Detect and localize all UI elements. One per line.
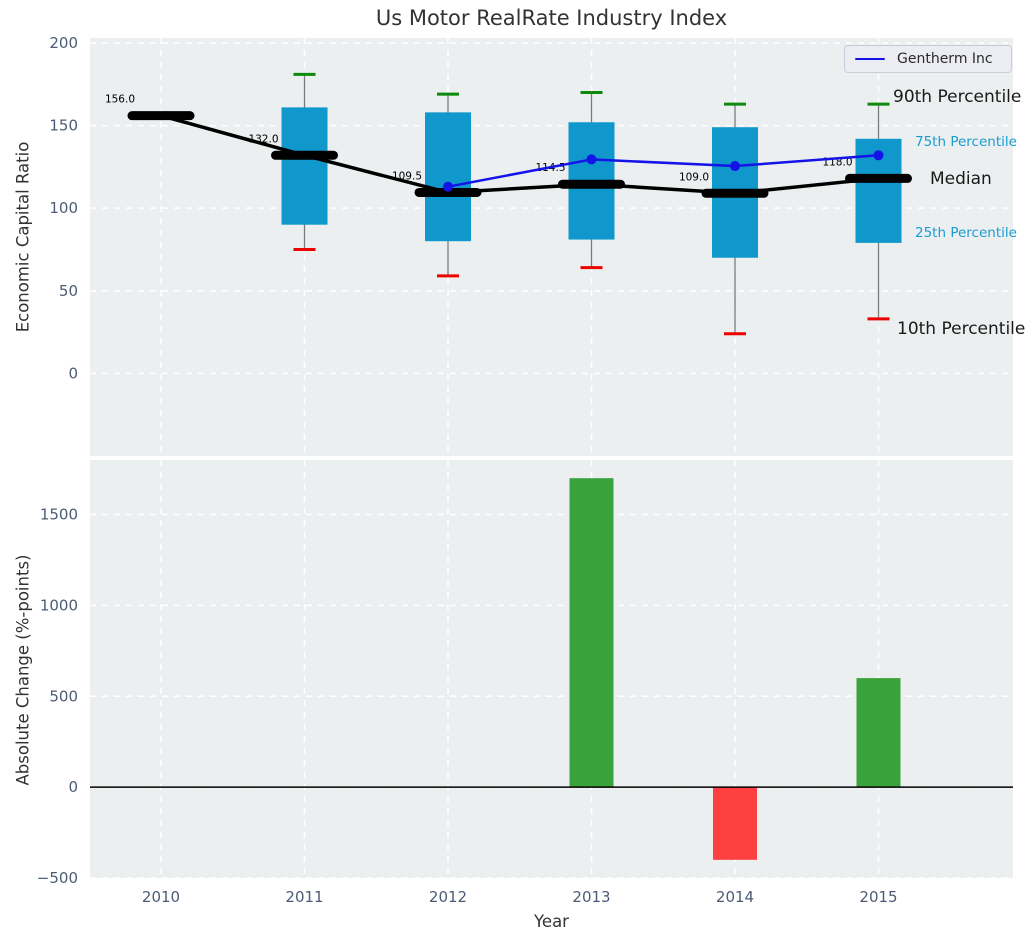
bottom-panel-bg (90, 460, 1013, 878)
top-ytick-150: 150 (49, 117, 78, 135)
change-bar-2015 (856, 678, 901, 788)
bottom-ytick--500: −500 (37, 869, 78, 887)
legend-line-sample (855, 58, 885, 60)
annotation-25th-percentile: 25th Percentile (915, 225, 1017, 241)
gentherm-line (447, 154, 879, 188)
chart-title: Us Motor RealRate Industry Index (375, 6, 728, 30)
gentherm-point-2015 (873, 150, 884, 161)
gentherm-point-2012 (443, 181, 453, 192)
xtick-2010: 2010 (142, 888, 180, 906)
top-ytick-200: 200 (49, 34, 78, 52)
xtick-2012: 2012 (429, 888, 467, 906)
top-panel-bg (90, 38, 1013, 456)
xtick-2011: 2011 (285, 888, 323, 906)
median-value-label-2014: 109.0 (679, 171, 709, 183)
gentherm-point-2013 (586, 154, 597, 165)
change-bar-2013 (569, 478, 614, 788)
annotation-median: Median (930, 169, 992, 189)
bottom-ytick-500: 500 (49, 687, 78, 705)
median-value-label-2012: 109.5 (392, 170, 422, 182)
x-axis-label: Year (534, 912, 569, 931)
bottom-y-axis-label: Absolute Change (%-points) (13, 554, 33, 786)
top-ytick-100: 100 (49, 199, 78, 217)
annotation-90th-percentile: 90th Percentile (893, 87, 1022, 107)
annotation-10th-percentile: 10th Percentile (897, 319, 1026, 339)
iqr-box-2012 (425, 112, 471, 242)
annotation-75th-percentile: 75th Percentile (915, 134, 1017, 150)
legend: Gentherm Inc (844, 45, 1012, 73)
xtick-2014: 2014 (716, 888, 754, 906)
change-bar-2014 (713, 787, 757, 860)
median-value-label-2011: 132.0 (248, 133, 278, 145)
bottom-ytick-1500: 1500 (40, 506, 78, 524)
top-ytick-0: 0 (68, 364, 78, 382)
top-ytick-50: 50 (59, 282, 78, 300)
bottom-ytick-1000: 1000 (40, 596, 78, 614)
top-y-axis-label: Economic Capital Ratio (13, 141, 33, 333)
bottom-ytick-0: 0 (68, 778, 78, 796)
xtick-2013: 2013 (572, 888, 610, 906)
median-value-label-2010: 156.0 (105, 94, 135, 106)
gentherm-point-2014 (730, 161, 740, 172)
legend-label: Gentherm Inc (897, 51, 993, 67)
iqr-box-2011 (281, 107, 328, 225)
xtick-2015: 2015 (859, 888, 897, 906)
